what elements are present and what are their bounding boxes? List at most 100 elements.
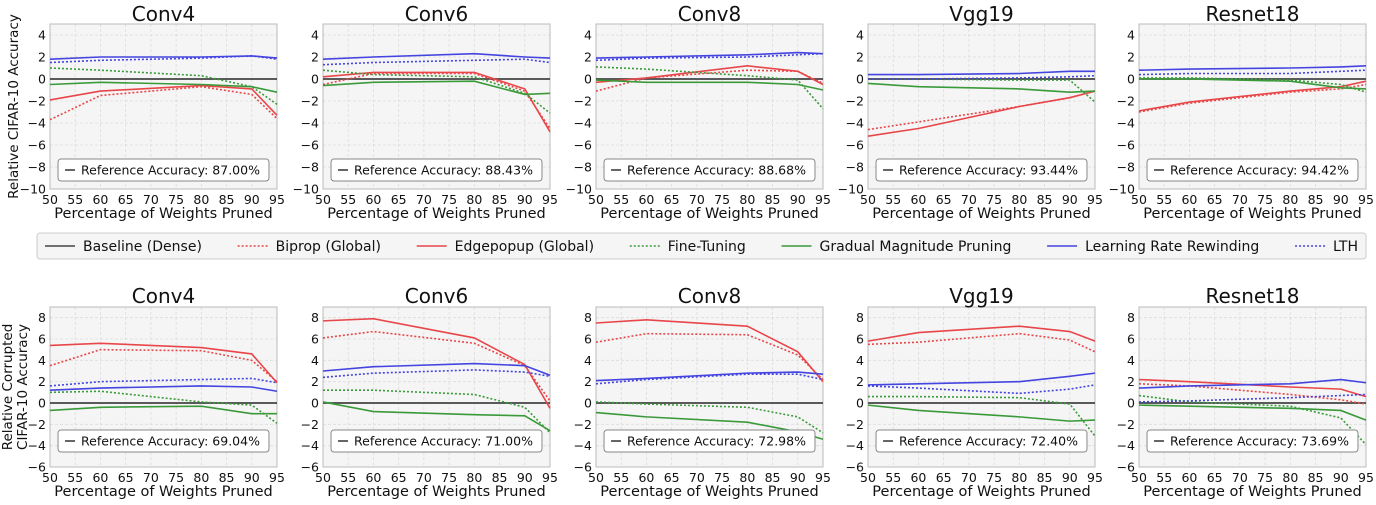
- series-lth: [49, 55, 278, 64]
- y-tick-label: 6: [856, 332, 864, 347]
- y-tick-label: 8: [311, 310, 319, 325]
- reference-accuracy-box: [1146, 158, 1359, 182]
- x-axis-label: Percentage of Weights Pruned: [1143, 484, 1361, 500]
- x-tick-label: 65: [936, 192, 952, 207]
- y-tick-label: −10: [293, 182, 319, 197]
- y-tick-label: 4: [1127, 353, 1135, 368]
- x-tick-label: 85: [765, 192, 781, 207]
- y-tick-label: −4: [28, 438, 46, 453]
- y-tick-label: −2: [846, 417, 864, 432]
- series-fine-tuning: [1139, 77, 1367, 93]
- x-tick-label: 90: [790, 470, 806, 485]
- reference-accuracy-label: Reference Accuracy: 69.04%: [81, 434, 260, 449]
- x-tick-label: 70: [143, 470, 159, 485]
- x-tick-label: 95: [1358, 192, 1374, 207]
- x-tick-label: 65: [664, 470, 680, 485]
- y-tick-label: −8: [574, 160, 592, 175]
- x-tick-label: 95: [1087, 192, 1103, 207]
- series-lth: [322, 58, 551, 66]
- series-fine-tuning: [595, 66, 824, 110]
- x-tick-label: 80: [739, 470, 755, 485]
- x-tick-label: 75: [714, 470, 730, 485]
- plot-frame: [49, 23, 278, 190]
- series-lth: [867, 384, 1096, 395]
- x-tick-label: 95: [815, 470, 831, 485]
- x-tick-label: 50: [588, 192, 604, 207]
- y-tick-label: −4: [846, 438, 864, 453]
- y-tick-label: 8: [38, 310, 46, 325]
- x-tick-label: 60: [92, 192, 108, 207]
- x-tick-label: 85: [765, 470, 781, 485]
- y-tick-label: 0: [584, 396, 592, 411]
- x-tick-label: 85: [492, 192, 508, 207]
- y-tick-label: 0: [584, 72, 592, 87]
- y-tick-label: −2: [301, 94, 319, 109]
- y-tick-label: 2: [38, 374, 46, 389]
- x-tick-label: 85: [1308, 192, 1324, 207]
- x-tick-label: 75: [441, 192, 457, 207]
- legend-label: Baseline (Dense): [83, 239, 202, 255]
- subplot-conv4-row2: 50 55 60 65 70 75 80 85 90 95 −6 −4 −2 0 2 4 6 8 Conv4 Perc…: [28, 284, 285, 500]
- legend-item: Gradual Magnitude Pruning: [781, 239, 1011, 255]
- x-tick-label: 70: [416, 192, 432, 207]
- x-tick-label: 85: [492, 470, 508, 485]
- y-tick-label: 6: [311, 332, 319, 347]
- y-tick-label: −10: [1109, 182, 1135, 197]
- x-tick-label: 95: [269, 470, 285, 485]
- y-tick-label: −10: [566, 182, 592, 197]
- x-tick-label: 95: [1087, 470, 1103, 485]
- x-tick-label: 55: [885, 470, 901, 485]
- series-lth: [49, 377, 278, 387]
- y-tick-label: 2: [584, 374, 592, 389]
- x-tick-label: 65: [936, 470, 952, 485]
- x-axis-label: Percentage of Weights Pruned: [600, 206, 818, 222]
- plot-frame: [49, 306, 278, 468]
- series-lth: [595, 373, 824, 385]
- y-tick-label: 0: [1127, 72, 1135, 87]
- series-fine-tuning: [323, 389, 551, 434]
- x-axis-label: Percentage of Weights Pruned: [54, 484, 272, 500]
- x-tick-label: 50: [315, 470, 331, 485]
- plot-frame: [322, 23, 551, 190]
- y-tick-label: −2: [1117, 417, 1135, 432]
- x-axis-label: Percentage of Weights Pruned: [1143, 206, 1361, 222]
- x-tick-label: 80: [1282, 470, 1298, 485]
- x-tick-label: 65: [1207, 192, 1223, 207]
- reference-accuracy-box: [330, 158, 543, 182]
- subplot-conv6-row1: 50 55 60 65 70 75 80 85 90 95 −10 −8 −6 −4 −2 0 2 4 Conv6 P…: [293, 2, 558, 222]
- x-tick-label: 85: [219, 470, 235, 485]
- x-tick-label: 95: [269, 192, 285, 207]
- subplot-title: Conv6: [405, 284, 468, 308]
- x-tick-label: 50: [860, 192, 876, 207]
- x-tick-label: 70: [961, 470, 977, 485]
- series-fine-tuning: [1138, 394, 1367, 446]
- subplot-conv4-row1: 50 55 60 65 70 75 80 85 90 95 −10 −8 −6 −4 −2 0 2 4 Conv4 P…: [20, 2, 285, 222]
- x-tick-label: 95: [1358, 470, 1374, 485]
- y-axis-label-line: Relative Corrupted: [0, 324, 16, 451]
- x-tick-label: 70: [416, 470, 432, 485]
- x-tick-label: 90: [1333, 470, 1349, 485]
- plot-frame: [322, 306, 551, 468]
- x-tick-label: 65: [391, 470, 407, 485]
- x-tick-label: 50: [1131, 470, 1147, 485]
- y-tick-label: 6: [1127, 332, 1135, 347]
- y-tick-label: −6: [28, 138, 46, 153]
- subplot-vgg19-row2: 50 55 60 65 70 75 80 85 90 95 −6 −4 −2 0 2 4 6 8 Vgg19 Perc…: [846, 284, 1103, 500]
- y-tick-label: 2: [856, 374, 864, 389]
- x-tick-label: 90: [517, 192, 533, 207]
- y-tick-label: 0: [856, 72, 864, 87]
- x-tick-label: 75: [986, 192, 1002, 207]
- y-tick-label: −10: [838, 182, 864, 197]
- x-tick-label: 70: [143, 192, 159, 207]
- y-tick-label: 2: [311, 50, 319, 65]
- x-tick-label: 75: [168, 192, 184, 207]
- y-tick-label: −8: [1117, 160, 1135, 175]
- y-tick-label: −6: [574, 460, 592, 475]
- reference-accuracy-label: Reference Accuracy: 73.69%: [1170, 434, 1349, 449]
- subplot-title: Resnet18: [1206, 284, 1300, 308]
- y-tick-label: 4: [856, 353, 864, 368]
- x-tick-label: 65: [391, 192, 407, 207]
- y-tick-label: −2: [1117, 94, 1135, 109]
- x-tick-label: 60: [365, 470, 381, 485]
